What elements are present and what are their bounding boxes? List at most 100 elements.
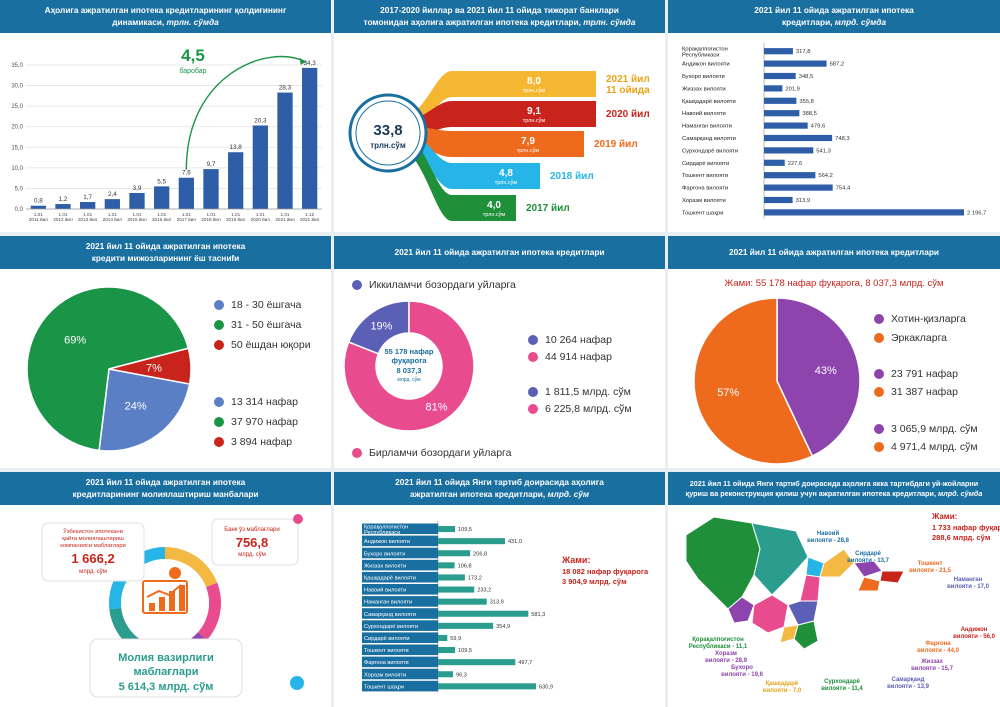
total-value: 33,8	[373, 122, 402, 139]
panel-mortgage-by-region: 2021 йил 11 ойида ажратилган ипотека кре…	[668, 0, 1000, 232]
x-tick-label: 2016 йил	[152, 216, 172, 222]
year-label: 2017 йил	[526, 203, 570, 214]
panel-title-2: томонидан аҳолига ажратилган ипотека кре…	[363, 16, 581, 27]
band-value: 4,0	[487, 200, 501, 211]
bar	[104, 199, 120, 209]
total-line: 288,6 млрд. сўм	[932, 533, 991, 542]
slice-label: 24%	[125, 400, 147, 412]
bar-value-label: 1,2	[59, 196, 68, 203]
total-unit: трлн.сўм	[370, 141, 406, 150]
category-label: Навоий вилояти	[682, 110, 726, 117]
legend-amount: 4 971,4 млрд. сўм	[891, 441, 978, 453]
bar-value-label: 2 196,7	[967, 210, 986, 216]
category-band	[362, 559, 438, 571]
center-amount-unit: млрд. сўм	[397, 376, 421, 383]
category-label: Тошкент вилояти	[682, 173, 728, 179]
legend-item: 37 970 нафар	[214, 416, 298, 428]
legend-item: 31 387 нафар	[874, 386, 958, 398]
x-tick-label: 2020 йил	[251, 216, 271, 222]
legend-count: 37 970 нафар	[231, 416, 298, 428]
pie-slice	[108, 347, 192, 385]
category-label: Бухоро вилояти	[682, 74, 725, 80]
bar-value-label: 201,9	[785, 86, 800, 92]
bar	[178, 177, 194, 209]
region-label: Хоразм	[715, 651, 737, 657]
panel-title: 2021 йил 11 ойида ажратилган ипотека кре…	[728, 246, 939, 257]
panel-title-2: кредити мижозларининг ёш тасниfи	[91, 252, 240, 263]
legend-dot	[214, 437, 224, 447]
center-count: 55 178 нафар	[384, 347, 433, 356]
bar	[438, 550, 471, 557]
category-label: Қорақалпоғистон	[682, 47, 728, 53]
bar	[438, 526, 456, 533]
ring-segment	[197, 582, 221, 641]
total-line: 1 733 нафар фуқарога	[932, 523, 1000, 532]
y-tick-label: 35,0	[11, 63, 23, 69]
source-value: 1 666,2	[71, 551, 114, 566]
center-amount: 8 037,3	[396, 366, 421, 375]
panel-header: 2021 йил 11 ойида ажратилган ипотека кре…	[668, 236, 1000, 269]
legend-item: 31 - 50 ёшгача	[214, 319, 301, 331]
x-tick-label: 1.12	[305, 212, 314, 217]
x-tick-label: 1.01	[157, 212, 166, 217]
legend-dot	[874, 387, 884, 397]
category-band	[362, 547, 438, 559]
panel-title: 2021 йил 11 ойида ажратилган ипотека	[85, 477, 246, 488]
category-label: Сирдарё вилояти	[364, 636, 410, 642]
source-unit: млрд. сўм	[238, 551, 266, 558]
region-shape	[751, 522, 809, 596]
legend-item: 13 314 нафар	[214, 396, 298, 408]
x-tick-label: 2018 йил	[201, 216, 221, 222]
legend-dot	[214, 417, 224, 427]
y-tick-label: 0,0	[15, 207, 24, 213]
legend-count: 23 791 нафар	[891, 368, 958, 380]
panel-gender: 2021 йил 11 ойида ажратилган ипотека кре…	[668, 236, 1000, 468]
growth-multiplier-label: баробар	[179, 67, 206, 75]
total-label: Жами: 55 178 нафар фуқарога, 8 037,3 млр…	[724, 278, 944, 289]
chart-icon-line	[146, 584, 182, 598]
bar	[764, 72, 796, 80]
panel-title: 2021 йил 11 ойида Янги тартиб доирасида …	[395, 477, 604, 488]
category-band	[362, 644, 438, 656]
bar-value-label: 355,8	[799, 99, 814, 105]
legend-item: 50 ёшдан юқори	[214, 339, 311, 351]
panel-title: 2021 йил 11 ойида Янги тартиб доирасида …	[689, 478, 979, 488]
bar	[438, 598, 487, 605]
bar	[764, 48, 793, 55]
pie-slice	[693, 297, 814, 465]
category-label: Республикаси	[364, 530, 400, 536]
pie-slice	[26, 286, 190, 452]
y-tick-label: 20,0	[11, 125, 23, 131]
bar-chart-balance: 0,05,010,015,020,025,030,035,00,81.01201…	[11, 46, 322, 222]
bar	[764, 172, 816, 179]
category-label: Самарқанд вилояти	[682, 136, 736, 142]
bar-value-label: 106,8	[458, 563, 472, 569]
category-label: Хоразм вилояти	[682, 198, 726, 204]
legend-item: 23 791 нафар	[874, 368, 958, 380]
bar	[438, 659, 516, 666]
bar-value-label: 497,7	[518, 660, 532, 666]
bar	[764, 159, 785, 166]
legend-item: 3 894 нафар	[214, 436, 292, 448]
legend-dot	[874, 442, 884, 452]
x-tick-label: 2017 йил	[177, 216, 197, 222]
category-band	[362, 584, 438, 595]
region-shape	[879, 570, 905, 584]
band-unit: трлн.сўм	[517, 147, 540, 154]
band-value: 4,8	[499, 168, 513, 179]
bar-value-label: 348,5	[799, 74, 814, 80]
bar-value-label: 206,8	[473, 551, 487, 557]
bar	[80, 202, 96, 209]
bar-value-label: 354,9	[496, 624, 510, 630]
source-value: 756,8	[236, 535, 269, 550]
region-shape	[779, 624, 799, 644]
panel-title-2: ажратилган ипотека кредитлари,	[409, 488, 546, 499]
band-unit: трлн.сўм	[483, 211, 506, 218]
legend-dot	[528, 404, 538, 414]
legend-label: 31 - 50 ёшгача	[231, 319, 302, 331]
source-label: Ўзбекистон ипотекани	[63, 527, 123, 535]
panel-title: Аҳолига ажратилган ипотека кредитларинин…	[44, 5, 287, 16]
panel-title: 2021 йил 11 ойида ажратилган ипотека	[754, 5, 914, 16]
